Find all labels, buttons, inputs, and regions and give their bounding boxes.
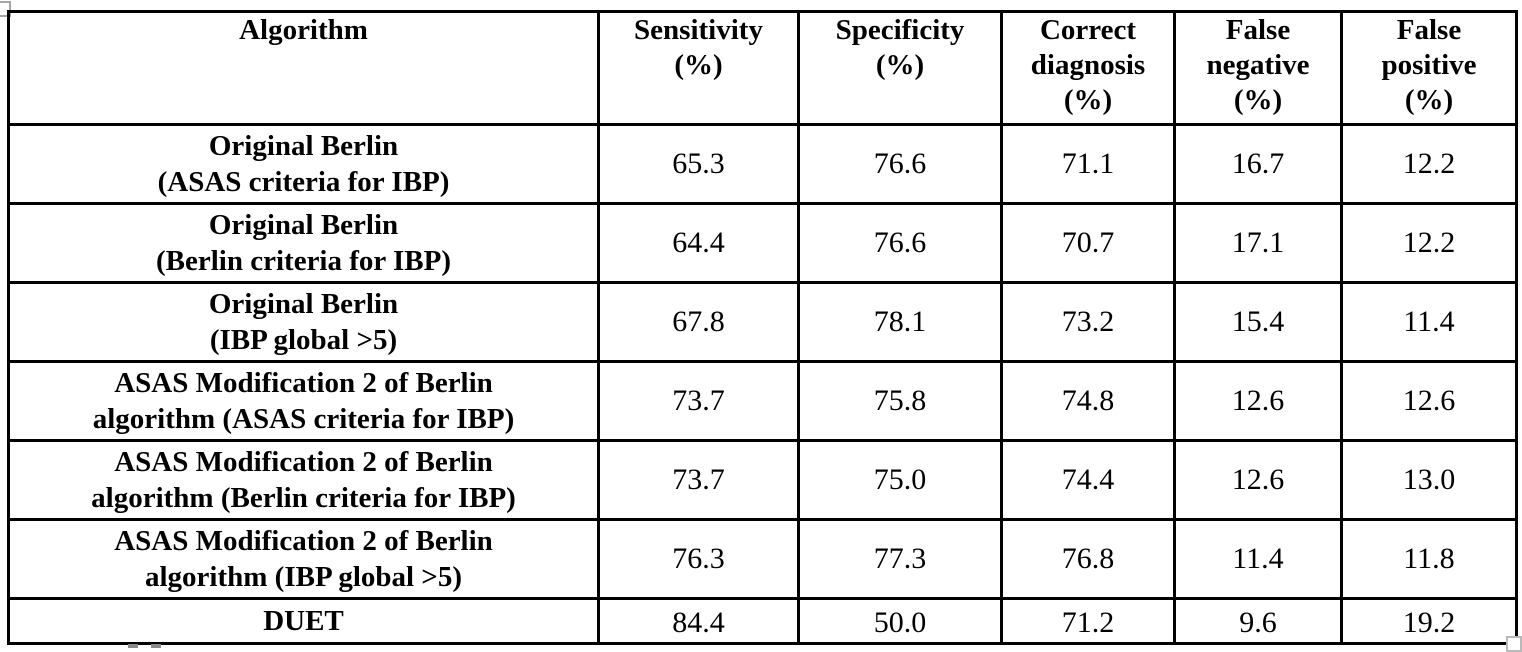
table-row: Original Berlin (Berlin criteria for IBP… xyxy=(7,202,1518,284)
value-cell: 11.8 xyxy=(1340,518,1518,600)
value-cell: 74.4 xyxy=(1000,439,1176,521)
value-cell: 77.3 xyxy=(797,518,1003,600)
selection-handle-top-left[interactable] xyxy=(0,1,11,17)
column-header: Algorithm xyxy=(7,10,600,126)
table-row: Original Berlin (IBP global >5) 67.8 78.1 7… xyxy=(7,281,1518,363)
value-cell: 67.8 xyxy=(597,281,800,363)
algorithm-cell: ASAS Modification 2 of Berlin algorithm … xyxy=(7,439,600,521)
column-header: False negative (%) xyxy=(1173,10,1343,126)
value-cell: 11.4 xyxy=(1340,281,1518,363)
value-cell: 76.3 xyxy=(597,518,800,600)
column-header: Sensitivity (%) xyxy=(597,10,800,126)
algorithm-results-table: Algorithm Sensitivity (%) Specificity (%) C… xyxy=(7,10,1518,645)
table-row: DUET 84.4 50.0 71.2 9.6 19.2 xyxy=(7,597,1518,645)
value-cell: 71.2 xyxy=(1000,597,1176,645)
algorithm-cell: DUET xyxy=(7,597,600,645)
value-cell: 11.4 xyxy=(1173,518,1343,600)
value-cell: 12.6 xyxy=(1173,439,1343,521)
value-cell: 17.1 xyxy=(1173,202,1343,284)
value-cell: 84.4 xyxy=(597,597,800,645)
value-cell: 65.3 xyxy=(597,123,800,205)
value-cell: 12.2 xyxy=(1340,123,1518,205)
value-cell: 75.8 xyxy=(797,360,1003,442)
value-cell: 73.7 xyxy=(597,439,800,521)
table-header-row: Algorithm Sensitivity (%) Specificity (%) C… xyxy=(7,10,1518,126)
value-cell: 76.8 xyxy=(1000,518,1176,600)
algorithm-cell: Original Berlin (ASAS criteria for IBP) xyxy=(7,123,600,205)
value-cell: 76.6 xyxy=(797,123,1003,205)
column-header: Specificity (%) xyxy=(797,10,1003,126)
column-header: Correct diagnosis (%) xyxy=(1000,10,1176,126)
value-cell: 75.0 xyxy=(797,439,1003,521)
value-cell: 50.0 xyxy=(797,597,1003,645)
value-cell: 74.8 xyxy=(1000,360,1176,442)
algorithm-cell: Original Berlin (Berlin criteria for IBP… xyxy=(7,202,600,284)
clipped-caption-fragment xyxy=(128,644,161,648)
value-cell: 76.6 xyxy=(797,202,1003,284)
value-cell: 12.6 xyxy=(1340,360,1518,442)
value-cell: 71.1 xyxy=(1000,123,1176,205)
algorithm-cell: Original Berlin (IBP global >5) xyxy=(7,281,600,363)
value-cell: 13.0 xyxy=(1340,439,1518,521)
clipped-letter-top xyxy=(128,644,138,648)
value-cell: 64.4 xyxy=(597,202,800,284)
clipped-letter-top xyxy=(151,644,161,648)
column-header: False positive (%) xyxy=(1340,10,1518,126)
value-cell: 12.2 xyxy=(1340,202,1518,284)
algorithm-cell: ASAS Modification 2 of Berlin algorithm … xyxy=(7,360,600,442)
value-cell: 73.2 xyxy=(1000,281,1176,363)
value-cell: 19.2 xyxy=(1340,597,1518,645)
value-cell: 73.7 xyxy=(597,360,800,442)
value-cell: 16.7 xyxy=(1173,123,1343,205)
table-row: Original Berlin (ASAS criteria for IBP) 6… xyxy=(7,123,1518,205)
table-row: ASAS Modification 2 of Berlin algorithm … xyxy=(7,439,1518,521)
value-cell: 9.6 xyxy=(1173,597,1343,645)
table-row: ASAS Modification 2 of Berlin algorithm … xyxy=(7,360,1518,442)
algorithm-cell: ASAS Modification 2 of Berlin algorithm … xyxy=(7,518,600,600)
table-row: ASAS Modification 2 of Berlin algorithm … xyxy=(7,518,1518,600)
value-cell: 70.7 xyxy=(1000,202,1176,284)
value-cell: 15.4 xyxy=(1173,281,1343,363)
value-cell: 78.1 xyxy=(797,281,1003,363)
value-cell: 12.6 xyxy=(1173,360,1343,442)
